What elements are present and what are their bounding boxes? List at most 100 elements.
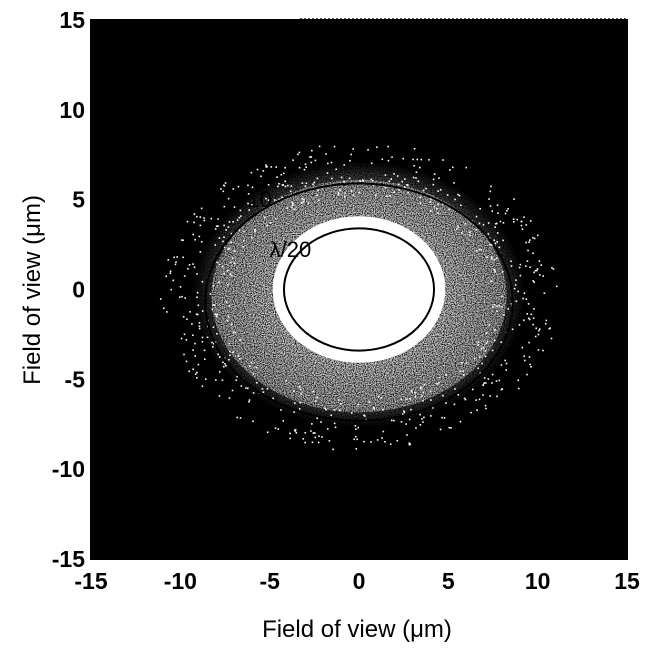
speckle-point	[298, 385, 301, 388]
speckle-point	[549, 327, 551, 329]
speckle-point	[388, 180, 391, 182]
speckle-point	[538, 260, 541, 262]
speckle-point	[239, 417, 242, 419]
speckle-point	[225, 301, 228, 303]
speckle-point	[448, 426, 451, 429]
speckle-point	[195, 313, 198, 316]
speckle-point	[239, 339, 241, 341]
speckle-point	[421, 418, 423, 420]
speckle-point	[280, 409, 282, 411]
speckle-point	[465, 362, 468, 364]
speckle-point	[212, 285, 215, 287]
speckle-point	[501, 295, 503, 298]
speckle-point	[249, 365, 251, 368]
speckle-point	[289, 190, 292, 193]
speckle-point	[318, 199, 320, 202]
speckle-point	[478, 398, 481, 401]
speckle-point	[228, 397, 231, 399]
speckle-point	[498, 246, 501, 249]
speckle-point	[309, 156, 311, 158]
speckle-point	[228, 342, 231, 345]
speckle-point	[233, 262, 236, 264]
speckle-point	[406, 183, 408, 186]
speckle-point	[248, 209, 251, 211]
speckle-point	[189, 311, 191, 313]
speckle-point	[209, 293, 212, 295]
speckle-point	[408, 443, 411, 446]
contour-label: λ/20	[270, 237, 312, 262]
speckle-point	[488, 198, 490, 200]
speckle-point	[218, 237, 221, 239]
speckle-point	[485, 407, 487, 410]
speckle-point	[415, 177, 417, 179]
speckle-point	[493, 304, 496, 306]
speckle-point	[384, 187, 387, 189]
speckle-point	[465, 166, 468, 169]
speckle-point	[251, 204, 253, 206]
speckle-point	[456, 228, 458, 230]
speckle-point	[227, 315, 230, 318]
speckle-point	[293, 208, 296, 211]
speckle-point	[525, 298, 528, 301]
speckle-point	[247, 184, 249, 187]
speckle-point	[230, 241, 232, 244]
speckle-point	[274, 427, 277, 430]
speckle-point	[340, 176, 343, 179]
speckle-point	[380, 396, 383, 399]
speckle-point	[496, 305, 498, 308]
speckle-point	[354, 435, 357, 438]
intensity-core	[272, 216, 446, 363]
speckle-point	[165, 275, 168, 278]
speckle-point	[230, 274, 233, 277]
speckle-point	[232, 188, 235, 190]
speckle-point	[199, 216, 202, 218]
speckle-point	[243, 230, 245, 233]
speckle-point	[343, 180, 345, 183]
speckle-point	[337, 192, 340, 194]
speckle-point	[243, 239, 245, 242]
speckle-point	[517, 387, 520, 390]
x-tick-label: 5	[442, 568, 455, 594]
speckle-point	[397, 183, 400, 186]
speckle-point	[372, 406, 375, 409]
speckle-point	[437, 203, 439, 206]
speckle-point	[289, 437, 291, 440]
speckle-point	[533, 308, 535, 310]
speckle-point	[314, 159, 317, 162]
speckle-point	[333, 145, 336, 148]
speckle-point	[312, 432, 315, 434]
speckle-point	[204, 358, 206, 361]
speckle-point	[530, 365, 532, 368]
speckle-point	[198, 325, 201, 328]
speckle-point	[532, 323, 534, 326]
speckle-point	[292, 204, 294, 206]
speckle-point	[496, 204, 499, 207]
speckle-point	[192, 233, 194, 236]
speckle-point	[412, 176, 415, 179]
speckle-point	[332, 448, 334, 451]
speckle-point	[463, 374, 465, 376]
speckle-point	[226, 269, 229, 272]
speckle-point	[403, 410, 405, 412]
speckle-point	[529, 239, 531, 241]
speckle-point	[445, 373, 447, 376]
speckle-point	[469, 234, 471, 236]
speckle-point	[330, 177, 333, 180]
speckle-point	[194, 342, 196, 345]
speckle-point	[555, 285, 558, 288]
speckle-point	[532, 252, 534, 255]
speckle-point	[187, 268, 189, 270]
speckle-point	[523, 216, 525, 219]
speckle-point	[310, 430, 312, 432]
y-tick-label: -10	[52, 456, 85, 482]
speckle-point	[167, 259, 170, 261]
speckle-point	[310, 161, 313, 164]
speckle-point	[425, 187, 427, 190]
speckle-point	[162, 307, 165, 310]
speckle-point	[218, 395, 221, 397]
speckle-point	[182, 316, 185, 318]
speckle-point	[300, 202, 303, 204]
speckle-point	[174, 263, 177, 266]
speckle-point	[396, 439, 399, 442]
y-tick-label: 15	[59, 7, 85, 33]
